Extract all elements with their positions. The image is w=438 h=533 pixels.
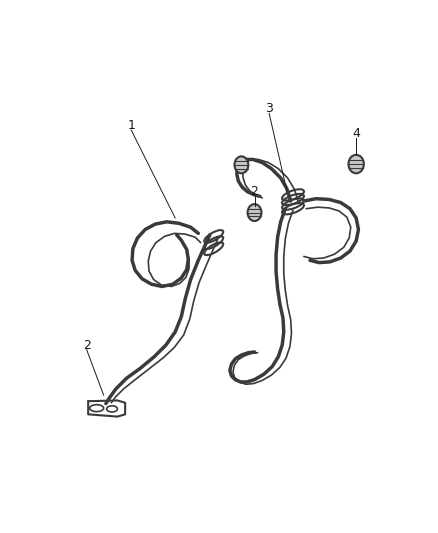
Text: 2: 2 <box>251 184 258 198</box>
Text: 1: 1 <box>127 119 135 132</box>
Ellipse shape <box>234 156 248 173</box>
Text: 2: 2 <box>83 338 91 351</box>
Ellipse shape <box>247 204 261 221</box>
Text: 4: 4 <box>352 127 360 140</box>
Text: 3: 3 <box>265 102 273 115</box>
Ellipse shape <box>349 155 364 173</box>
